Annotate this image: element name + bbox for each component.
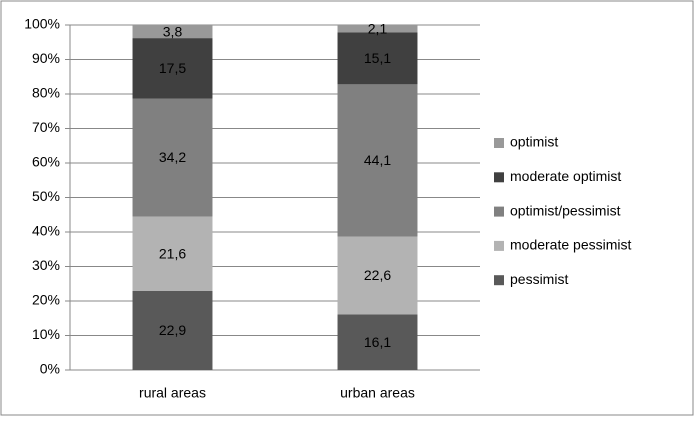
bar-segment: [337, 25, 418, 33]
data-label: 44,1: [364, 152, 391, 168]
legend-swatch: [494, 206, 504, 217]
legend-label: optimist: [510, 134, 558, 150]
y-tick-label: 10%: [32, 326, 60, 342]
data-label: 17,5: [159, 60, 186, 76]
legend-label: moderate pessimist: [510, 237, 631, 253]
data-label: 15,1: [364, 50, 391, 66]
legend-label: moderate optimist: [510, 168, 621, 184]
y-tick-label: 0%: [40, 361, 60, 377]
bar-segment: [132, 25, 213, 39]
legend-swatch: [494, 275, 504, 286]
y-tick-label: 70%: [32, 119, 60, 135]
data-label: 2,1: [368, 20, 388, 36]
y-tick-label: 80%: [32, 85, 60, 101]
y-tick-label: 50%: [32, 188, 60, 204]
legend-swatch: [494, 138, 504, 148]
y-tick-label: 40%: [32, 223, 60, 239]
bar-segment: [337, 314, 418, 370]
data-label: 22,9: [159, 322, 186, 338]
data-label: 21,6: [159, 245, 186, 261]
data-label: 22,6: [364, 267, 391, 283]
bar-segment: [132, 98, 213, 217]
x-tick-label: rural areas: [139, 385, 206, 401]
bar-segment: [337, 32, 418, 85]
bar-segment: [132, 290, 213, 370]
x-tick-label: urban areas: [340, 385, 415, 401]
y-tick-label: 90%: [32, 50, 60, 66]
data-label: 3,8: [163, 23, 183, 39]
y-tick-label: 100%: [24, 16, 60, 32]
legend-label: pessimist: [510, 271, 568, 287]
legend-swatch: [494, 172, 504, 183]
bar-segment: [337, 236, 418, 315]
data-label: 34,2: [159, 149, 186, 165]
bar-segment: [132, 216, 213, 291]
bar-segment: [337, 84, 418, 237]
y-tick-label: 20%: [32, 292, 60, 308]
y-tick-label: 30%: [32, 257, 60, 273]
legend-label: optimist/pessimist: [510, 202, 621, 218]
y-tick-label: 60%: [32, 154, 60, 170]
legend-swatch: [494, 240, 504, 251]
bar-segment: [132, 38, 213, 99]
data-label: 16,1: [364, 334, 391, 350]
